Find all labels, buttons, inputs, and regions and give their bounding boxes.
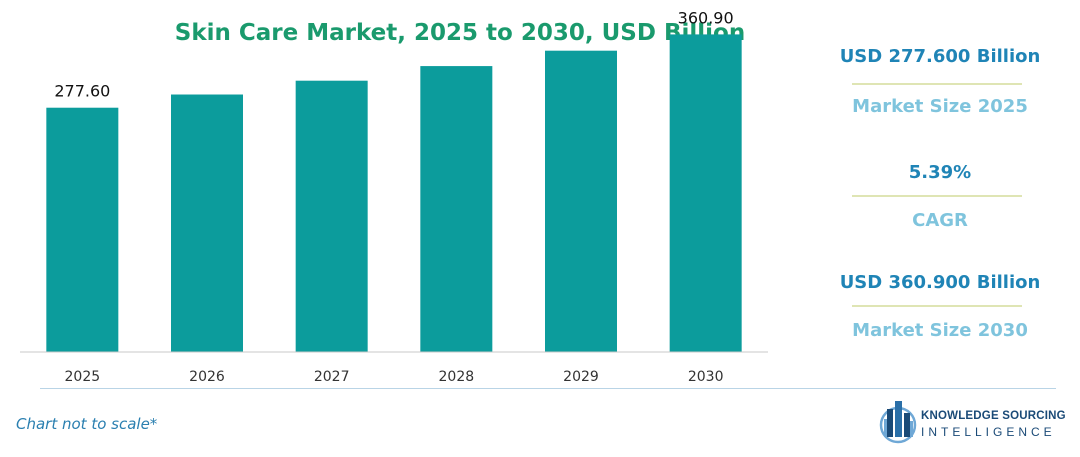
bar-2029 [545, 50, 617, 353]
stats-panel: USD 277.600 Billion Market Size 2025 5.3… [800, 0, 1080, 360]
chart-title: Skin Care Market, 2025 to 2030, USD Bill… [174, 20, 746, 46]
x-tick-label: 2028 [439, 369, 475, 385]
bar-2028 [420, 66, 493, 352]
stat-market-size-2030-label: Market Size 2030 [852, 320, 1028, 341]
logo-text-line2: INTELLIGENCE [921, 425, 1056, 439]
stat-market-size-2025-label: Market Size 2025 [852, 96, 1028, 117]
x-tick-label: 2026 [189, 369, 225, 385]
x-tick-label: 2027 [314, 369, 350, 385]
stat-cagr-label: CAGR [912, 210, 968, 231]
building-globe-icon [879, 401, 917, 444]
footnote: Chart not to scale* [16, 415, 158, 433]
data-label: 360.90 [678, 8, 734, 27]
bar-2027 [295, 80, 368, 353]
company-logo: KNOWLEDGE SOURCING INTELLIGENCE [878, 395, 1068, 450]
footer-divider [40, 388, 1056, 389]
bar-chart: 2025 277.60 2026 2027 2028 2029 2030 360.90 [20, 8, 768, 385]
bar-2026 [171, 94, 243, 353]
x-tick-label: 2030 [688, 369, 724, 385]
stat-divider [852, 195, 1022, 197]
data-label: 277.60 [54, 82, 110, 101]
bar-2025 [46, 107, 119, 352]
stat-market-size-2030-value: USD 360.900 Billion [839, 272, 1041, 293]
x-tick-label: 2029 [563, 369, 599, 385]
stat-divider [852, 305, 1022, 307]
bar-2030 [669, 34, 742, 353]
stat-market-size-2025-value: USD 277.600 Billion [839, 46, 1041, 67]
x-tick-label: 2025 [65, 369, 101, 385]
stat-cagr-value: 5.39% [908, 162, 972, 183]
stat-divider [852, 83, 1022, 85]
logo-text-line1: KNOWLEDGE SOURCING [921, 410, 1066, 422]
